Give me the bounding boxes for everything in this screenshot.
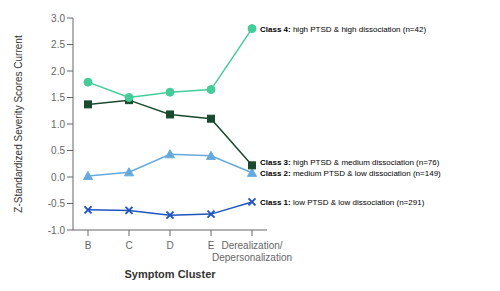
svg-text:D: D (166, 240, 173, 251)
svg-text:Class 4: high PTSD & high diss: Class 4: high PTSD & high dissociation (… (260, 24, 426, 33)
svg-text:Z-Standardized Severity Scores: Z-Standardized Severity Scores Current (13, 35, 24, 213)
svg-text:Class 3: high PTSD & medium di: Class 3: high PTSD & medium dissociation… (260, 157, 440, 166)
svg-text:0.0: 0.0 (51, 172, 65, 183)
svg-text:0.5: 0.5 (51, 145, 65, 156)
svg-text:2.0: 2.0 (51, 66, 65, 77)
svg-text:Symptom Cluster: Symptom Cluster (124, 268, 216, 280)
svg-text:C: C (125, 240, 132, 251)
svg-text:1.5: 1.5 (51, 92, 65, 103)
svg-text:1.0: 1.0 (51, 119, 65, 130)
svg-text:Class 2: medium PTSD & low dis: Class 2: medium PTSD & low dissociation … (260, 168, 441, 177)
svg-text:-1.0: -1.0 (48, 225, 66, 236)
svg-text:3.0: 3.0 (51, 13, 65, 24)
svg-text:Derealization/Depersonalizatio: Derealization/Depersonalization (212, 240, 292, 263)
svg-text:B: B (85, 240, 92, 251)
svg-text:-0.5: -0.5 (48, 198, 66, 209)
svg-text:2.5: 2.5 (51, 39, 65, 50)
svg-text:E: E (208, 240, 215, 251)
svg-text:Class 1: low PTSD & low dissoc: Class 1: low PTSD & low dissociation (n=… (260, 197, 425, 206)
